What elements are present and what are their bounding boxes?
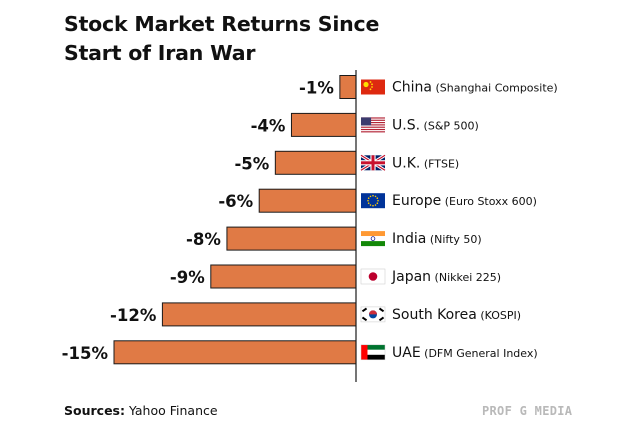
bar-3 — [274, 150, 357, 175]
china-flag-icon — [361, 79, 385, 95]
value-label-3: -5% — [234, 154, 269, 173]
bar-8 — [113, 340, 357, 365]
uk-flag-icon — [360, 153, 386, 172]
uae-flag-icon — [360, 344, 386, 361]
category-label-8: UAE (DFM General Index) — [392, 345, 538, 361]
chart-title: Stock Market Returns Since Start of Iran… — [64, 10, 379, 68]
category-label-3: U.K. (FTSE) — [392, 155, 459, 171]
source-text: Yahoo Finance — [128, 403, 218, 418]
value-label-1: -1% — [299, 79, 334, 98]
value-label-2: -4% — [251, 116, 286, 135]
eu-flag-icon — [361, 193, 385, 209]
category-label-4: Europe (Euro Stoxx 600) — [392, 193, 537, 209]
chart-title-line-2: Start of Iran War — [64, 41, 256, 65]
bar-1 — [339, 75, 357, 99]
category-label-5: India (Nifty 50) — [392, 231, 482, 247]
value-label-8: -15% — [62, 344, 109, 363]
bar-6 — [210, 264, 357, 289]
category-label-2: U.S. (S&P 500) — [392, 117, 479, 133]
category-label-1: China (Shanghai Composite) — [392, 80, 558, 96]
bar-5 — [226, 226, 357, 251]
category-label-7: South Korea (KOSPI) — [392, 307, 521, 323]
value-label-5: -8% — [186, 230, 221, 249]
value-label-4: -6% — [218, 192, 253, 211]
source-label: Sources: — [64, 403, 125, 418]
value-label-7: -12% — [110, 306, 157, 325]
brand-logo: PROF G MEDIA — [482, 404, 573, 418]
bar-7 — [161, 302, 357, 327]
us-flag-icon — [361, 117, 385, 133]
bar-2 — [290, 112, 357, 137]
india-flag-icon — [361, 231, 385, 247]
bar-4 — [258, 188, 357, 213]
value-label-6: -9% — [170, 268, 205, 287]
japan-flag-icon — [360, 268, 386, 285]
source-note: Sources: Yahoo Finance — [64, 403, 218, 418]
chart-title-line-1: Stock Market Returns Since — [64, 12, 380, 36]
south-korea-flag-icon — [360, 306, 386, 323]
category-label-6: Japan (Nikkei 225) — [391, 269, 501, 285]
